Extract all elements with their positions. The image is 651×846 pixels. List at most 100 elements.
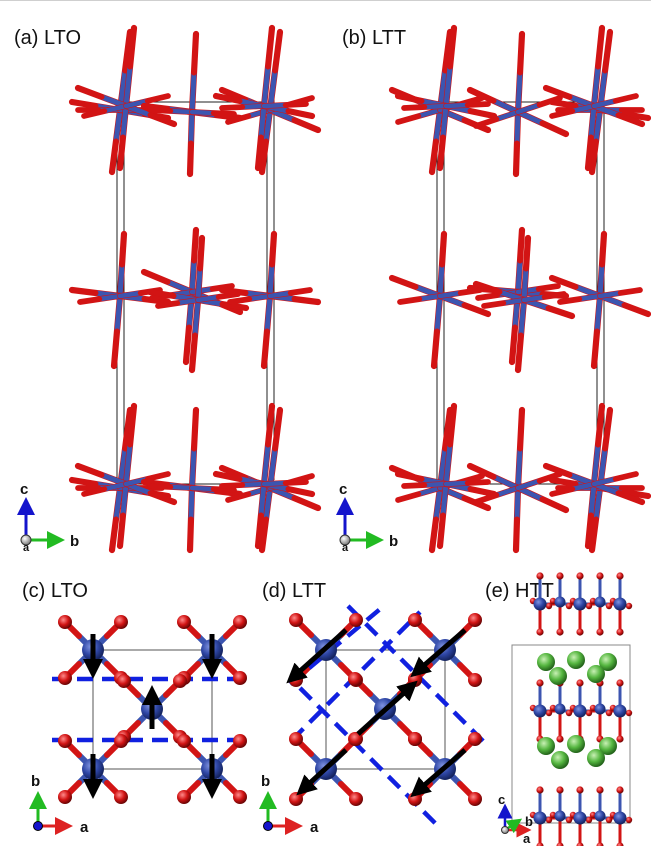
metal-oxygen-bond [189,286,215,295]
oxygen-atom [605,602,613,610]
metal-oxygen-bond [189,485,216,492]
metal-oxygen-bond [147,107,174,114]
rare-earth-atom [587,749,605,767]
metal-oxygen-bond [113,485,123,522]
metal-atom [554,810,566,822]
oxygen-atom [616,628,624,636]
metal-oxygen-bond [191,31,199,76]
b-axis-label: b [70,533,79,550]
metal-oxygen-bond [188,109,195,146]
metal-oxygen-bond [144,471,171,482]
metal-oxygen-bond [269,231,277,268]
metal-oxygen-bond [431,328,440,369]
metal-oxygen-bond [509,324,518,365]
oxygen-atom [565,602,573,610]
octahedral-plane [52,615,252,804]
metal-oxygen-bond [464,479,491,486]
a-axis-label: a [23,542,30,554]
axis-triad-e: c b a [497,792,533,846]
rare-earth-atom [567,651,585,669]
oxygen-atom [289,792,303,806]
rare-earth-atom [537,737,555,755]
b-axis-label: b [525,814,533,829]
metal-oxygen-bond [464,101,491,108]
metal-oxygen-bond [602,407,613,452]
oxygen-atom [605,816,613,824]
oxygen-atom [565,816,573,824]
metal-oxygen-bond [263,107,273,144]
metal-oxygen-bond [155,300,181,309]
metal-oxygen-bond [589,138,599,175]
oxygen-atom [596,572,604,580]
oxygen-atom [233,790,247,804]
metal-oxygen-bond [189,70,197,115]
oxygen-atom [349,613,363,627]
oxygen-atom [556,628,564,636]
metal-oxygen-bond [447,25,457,70]
c-axis-origin-icon [33,821,43,831]
metal-oxygen-bond [549,99,579,109]
metal-oxygen-bond [515,478,542,491]
oxygen-atom [625,816,633,824]
metal-oxygen-bond [621,489,651,499]
metal-oxygen-bond [265,25,275,70]
metal-atom [573,704,587,718]
metal-oxygen-bond [189,332,198,373]
metal-oxygen-bond [439,231,447,268]
metal-oxygen-bond [97,293,123,302]
panel-d-label: (d) LTT [262,580,326,602]
panel-e-htt-structure: (e) HTT c b a [485,572,633,846]
metal-oxygen-bond [523,235,531,272]
metal-oxygen-bond [615,490,645,505]
metal-oxygen-bond [191,227,199,264]
oxygen-atom [585,709,593,717]
oxygen-atom [536,572,544,580]
tilt-arrow [410,628,467,678]
metal-oxygen-bond [147,483,174,490]
metal-oxygen-bond [282,101,309,108]
metal-oxygen-bond [494,109,521,122]
metal-oxygen-bond [188,485,195,522]
tilt-arrow [410,748,467,798]
metal-oxygen-bond [261,442,271,487]
panel-c-label: (c) LTO [22,580,88,602]
metal-oxygen-bond [570,481,597,492]
metal-oxygen-bond [461,302,491,317]
panel-a-lto-side-view: (a) LTO c b a [14,24,322,554]
metal-oxygen-bond [265,403,275,448]
metal-oxygen-bond [240,481,267,488]
metal-oxygen-bond [591,98,618,109]
oxygen-atom [616,842,624,846]
metal-oxygen-bond [593,485,603,522]
metal-oxygen-bond [570,103,597,114]
metal-oxygen-bond [144,93,171,104]
metal-oxygen-bond [117,512,126,549]
metal-oxygen-bond [225,113,252,125]
metal-oxygen-bond [147,289,177,299]
oxygen-atom [536,628,544,636]
metal-oxygen-bond [187,140,194,177]
metal-oxygen-bond [447,403,457,448]
cell-edge [92,649,213,770]
metal-oxygen-bond [267,290,293,299]
metal-oxygen-bond [442,407,453,452]
metal-oxygen-bond [515,485,545,502]
metal-oxygen-bond [395,471,425,482]
metal-oxygen-bond [475,292,501,301]
oxygen-atom [576,628,584,636]
metal-oxygen-bond [285,108,315,119]
panel-c-lto-top-view: (c) LTO b a [22,580,252,836]
metal-oxygen-bond [515,332,524,373]
metal-oxygen-bond [389,275,419,290]
metal-oxygen-bond [189,446,197,491]
metal-oxygen-bond [81,108,108,119]
octahedral-network [388,24,651,554]
metal-oxygen-bond [467,486,497,497]
metal-oxygen-bond [272,407,283,452]
metal-oxygen-bond [577,293,603,302]
metal-oxygen-bond [518,297,527,338]
oxygen-atom [177,734,191,748]
metal-oxygen-bond [617,287,643,296]
metal-oxygen-bond [591,442,601,487]
metal-oxygen-bond [621,302,651,317]
